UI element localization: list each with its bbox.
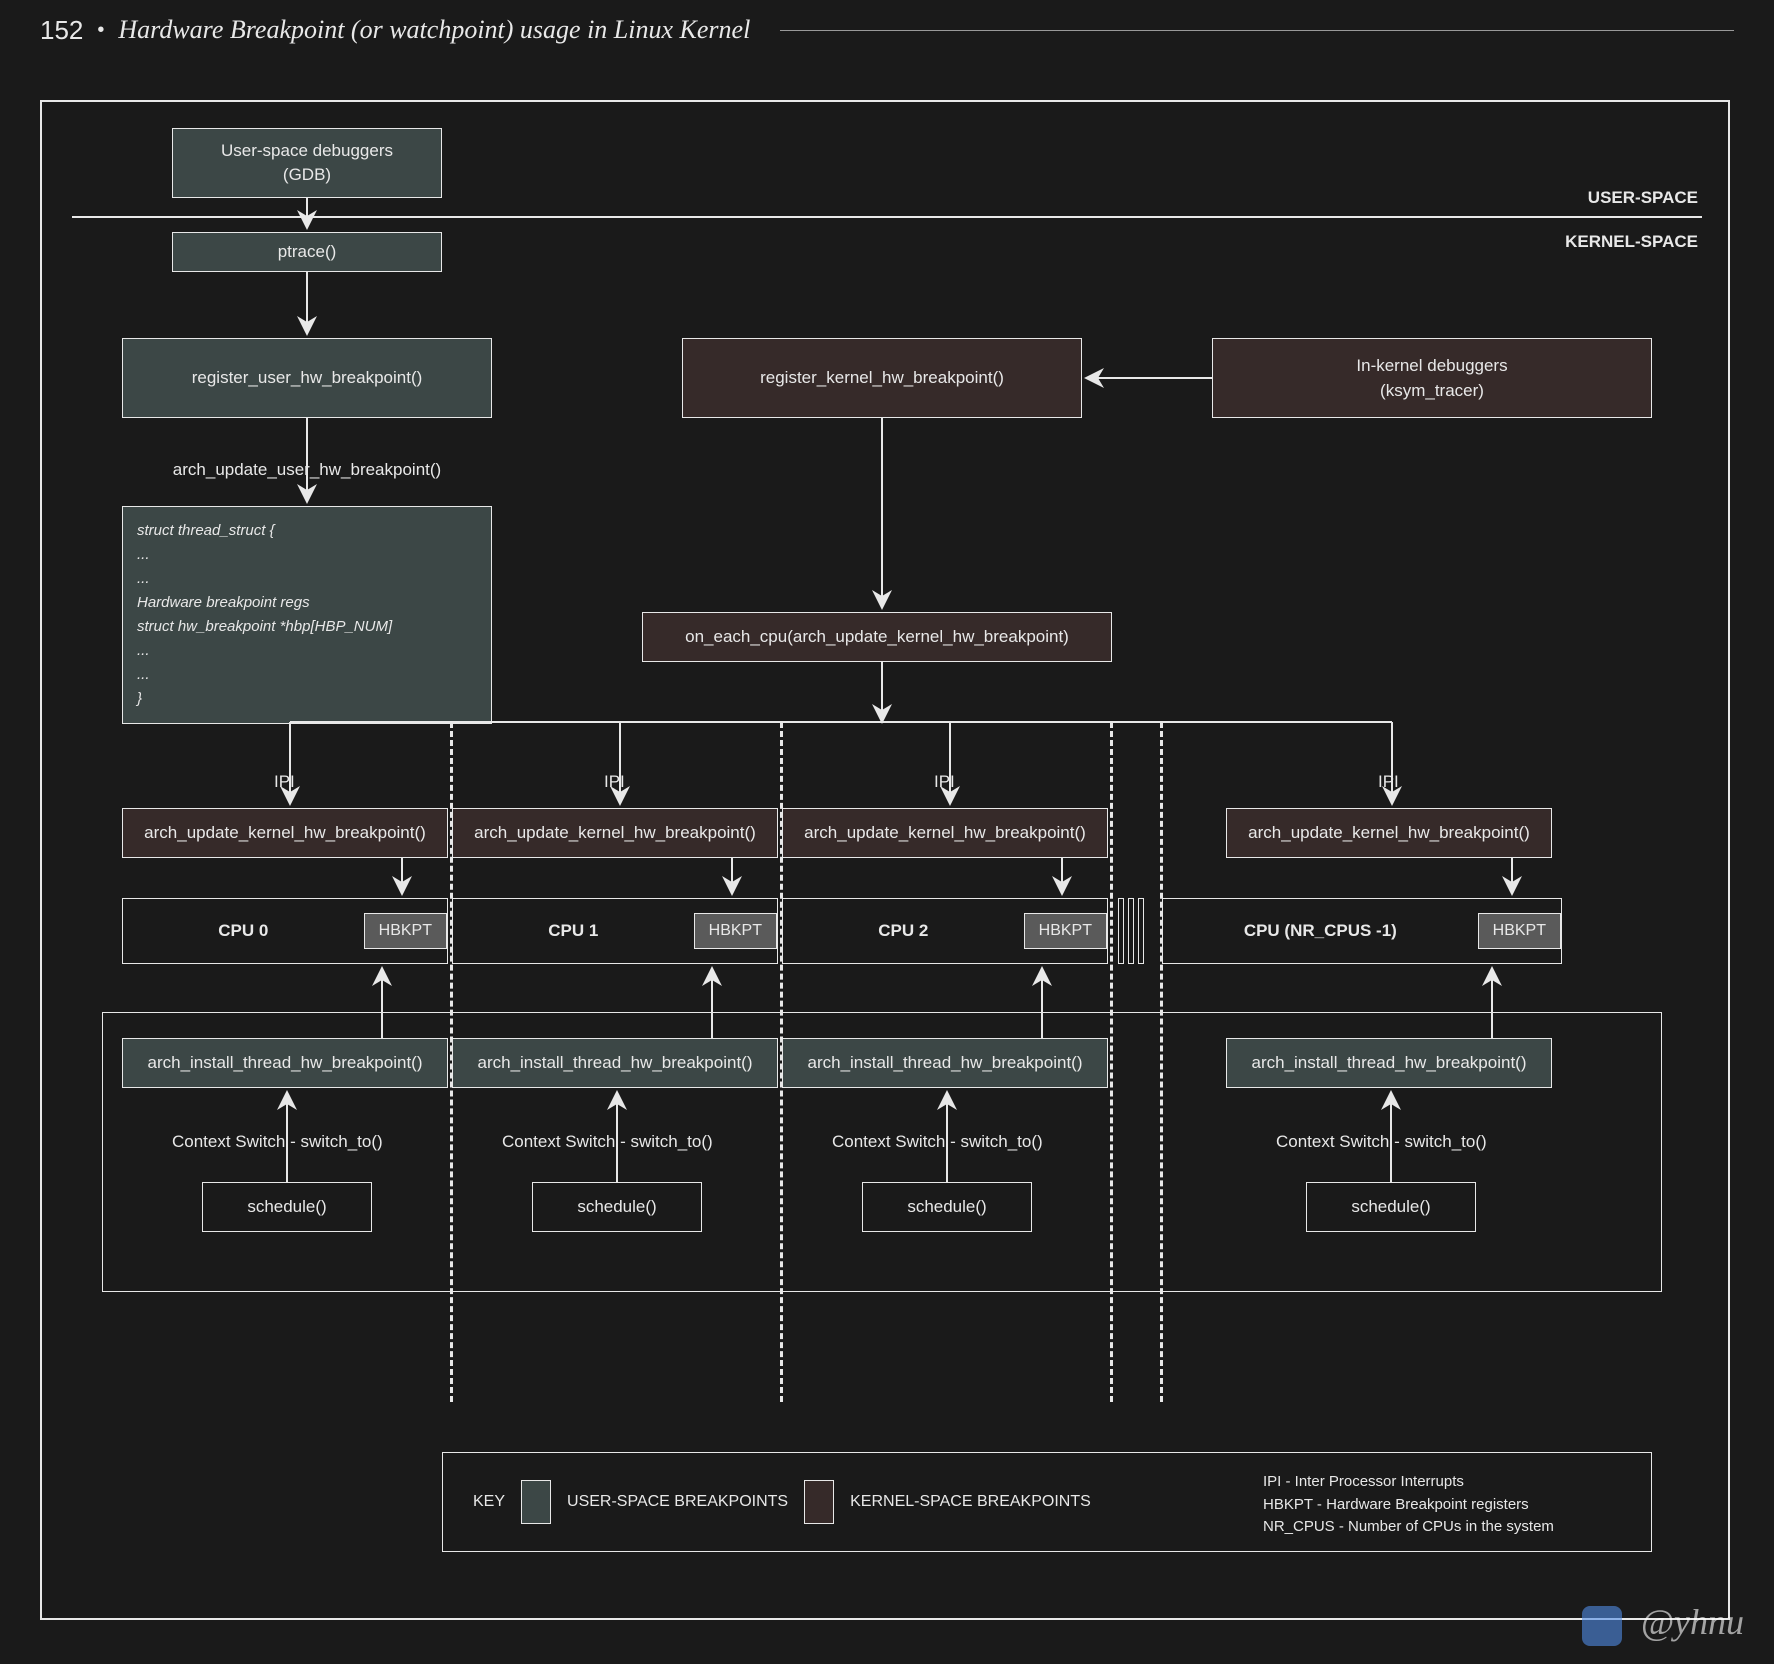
arch-install-label-1: arch_install_thread_hw_breakpoint() <box>478 1053 753 1073</box>
cpu-last-label: CPU (NR_CPUS -1) <box>1163 921 1478 941</box>
node-schedule-2: schedule() <box>862 1182 1032 1232</box>
node-arch-update-kernel-1: arch_update_kernel_hw_breakpoint() <box>452 808 778 858</box>
legend-line-0: IPI - Inter Processor Interrupts <box>1263 1471 1554 1494</box>
vdash-3 <box>1160 722 1163 1402</box>
node-arch-update-kernel-0: arch_update_kernel_hw_breakpoint() <box>122 808 448 858</box>
node-schedule-3: schedule() <box>1306 1182 1476 1232</box>
arch-install-label-0: arch_install_thread_hw_breakpoint() <box>148 1053 423 1073</box>
header-rule <box>780 30 1734 31</box>
node-arch-install-2: arch_install_thread_hw_breakpoint() <box>782 1038 1108 1088</box>
page-title: Hardware Breakpoint (or watchpoint) usag… <box>118 15 750 45</box>
node-on-each-cpu: on_each_cpu(arch_update_kernel_hw_breakp… <box>642 612 1112 662</box>
inkernel-label-2: (ksym_tracer) <box>1380 378 1484 404</box>
struct-line-3: Hardware breakpoint regs <box>137 591 477 615</box>
ipi-label-3: IPI <box>1378 772 1399 792</box>
vdash-0 <box>450 722 453 1402</box>
gdb-label-1: User-space debuggers <box>221 139 393 163</box>
hbkpt-0: HBKPT <box>364 913 447 949</box>
node-cpu-1: CPU 1 HBKPT <box>452 898 778 964</box>
register-kernel-label: register_kernel_hw_breakpoint() <box>760 368 1004 388</box>
node-arch-install-3: arch_install_thread_hw_breakpoint() <box>1226 1038 1552 1088</box>
node-cpu-2: CPU 2 HBKPT <box>782 898 1108 964</box>
watermark: @yhnu <box>1582 1601 1744 1646</box>
schedule-label-2: schedule() <box>907 1197 986 1217</box>
key-kernel-bp-label: KERNEL-SPACE BREAKPOINTS <box>850 1493 1091 1511</box>
page-header: 152 • Hardware Breakpoint (or watchpoint… <box>40 10 1734 50</box>
schedule-label-1: schedule() <box>577 1197 656 1217</box>
node-ptrace: ptrace() <box>172 232 442 272</box>
struct-line-1: ... <box>137 543 477 567</box>
vdash-1 <box>780 722 783 1402</box>
legend-box: KEY USER-SPACE BREAKPOINTS KERNEL-SPACE … <box>442 1452 1652 1552</box>
arrows-layer <box>42 102 1728 1618</box>
ctx-switch-label-3: Context Switch - switch_to() <box>1276 1132 1487 1152</box>
struct-line-0: struct thread_struct { <box>137 519 477 543</box>
node-arch-update-kernel-2: arch_update_kernel_hw_breakpoint() <box>782 808 1108 858</box>
hbkpt-last: HBKPT <box>1478 913 1561 949</box>
arch-install-label-3: arch_install_thread_hw_breakpoint() <box>1252 1053 1527 1073</box>
diagram-frame: USER-SPACE KERNEL-SPACE User-space debug… <box>40 100 1730 1620</box>
cpu-ellipsis-bars <box>1118 898 1144 964</box>
struct-line-4: struct hw_breakpoint *hbp[HBP_NUM] <box>137 615 477 639</box>
arch-update-kernel-label-3: arch_update_kernel_hw_breakpoint() <box>1248 823 1530 843</box>
legend-line-2: NR_CPUS - Number of CPUs in the system <box>1263 1516 1554 1539</box>
schedule-label-0: schedule() <box>247 1197 326 1217</box>
node-inkernel: In-kernel debuggers (ksym_tracer) <box>1212 338 1652 418</box>
watermark-text: @yhnu <box>1641 1602 1744 1642</box>
node-schedule-0: schedule() <box>202 1182 372 1232</box>
key-swatch-user <box>521 1480 551 1524</box>
node-gdb: User-space debuggers (GDB) <box>172 128 442 198</box>
node-schedule-1: schedule() <box>532 1182 702 1232</box>
legend-text: IPI - Inter Processor Interrupts HBKPT -… <box>1263 1471 1554 1539</box>
hbkpt-1: HBKPT <box>694 913 777 949</box>
ctx-switch-label-0: Context Switch - switch_to() <box>172 1132 383 1152</box>
ctx-switch-label-1: Context Switch - switch_to() <box>502 1132 713 1152</box>
space-divider-line <box>72 216 1702 218</box>
cpu0-label: CPU 0 <box>123 921 364 941</box>
struct-line-2: ... <box>137 567 477 591</box>
arch-update-kernel-label-2: arch_update_kernel_hw_breakpoint() <box>804 823 1086 843</box>
bullet-icon: • <box>97 19 104 42</box>
node-arch-install-1: arch_install_thread_hw_breakpoint() <box>452 1038 778 1088</box>
key-label: KEY <box>473 1493 505 1511</box>
hbkpt-2: HBKPT <box>1024 913 1107 949</box>
arch-update-kernel-label-1: arch_update_kernel_hw_breakpoint() <box>474 823 756 843</box>
vdash-2 <box>1110 722 1113 1402</box>
cpu1-label: CPU 1 <box>453 921 694 941</box>
arch-update-user-label: arch_update_user_hw_breakpoint() <box>142 460 472 480</box>
node-register-user: register_user_hw_breakpoint() <box>122 338 492 418</box>
register-user-label: register_user_hw_breakpoint() <box>192 368 423 388</box>
inkernel-label-1: In-kernel debuggers <box>1356 353 1507 379</box>
ipi-label-0: IPI <box>274 772 295 792</box>
ctx-switch-label-2: Context Switch - switch_to() <box>832 1132 1043 1152</box>
on-each-cpu-label: on_each_cpu(arch_update_kernel_hw_breakp… <box>685 627 1069 647</box>
user-space-label: USER-SPACE <box>1588 188 1698 208</box>
node-cpu-0: CPU 0 HBKPT <box>122 898 448 964</box>
cpu2-label: CPU 2 <box>783 921 1024 941</box>
watermark-icon <box>1582 1606 1622 1646</box>
node-arch-update-kernel-3: arch_update_kernel_hw_breakpoint() <box>1226 808 1552 858</box>
ipi-label-2: IPI <box>934 772 955 792</box>
ipi-label-1: IPI <box>604 772 625 792</box>
gdb-label-2: (GDB) <box>283 163 331 187</box>
struct-line-6: ... <box>137 663 477 687</box>
struct-line-5: ... <box>137 639 477 663</box>
kernel-space-label: KERNEL-SPACE <box>1565 232 1698 252</box>
key-user-bp-label: USER-SPACE BREAKPOINTS <box>567 1493 788 1511</box>
node-cpu-last: CPU (NR_CPUS -1) HBKPT <box>1162 898 1562 964</box>
node-arch-install-0: arch_install_thread_hw_breakpoint() <box>122 1038 448 1088</box>
page-number: 152 <box>40 15 83 46</box>
key-swatch-kernel <box>804 1480 834 1524</box>
arch-install-label-2: arch_install_thread_hw_breakpoint() <box>808 1053 1083 1073</box>
schedule-label-3: schedule() <box>1351 1197 1430 1217</box>
ptrace-label: ptrace() <box>278 242 337 262</box>
node-register-kernel: register_kernel_hw_breakpoint() <box>682 338 1082 418</box>
node-struct: struct thread_struct { ... ... Hardware … <box>122 506 492 724</box>
arch-update-kernel-label-0: arch_update_kernel_hw_breakpoint() <box>144 823 426 843</box>
struct-line-7: } <box>137 687 477 711</box>
legend-line-1: HBKPT - Hardware Breakpoint registers <box>1263 1494 1554 1517</box>
